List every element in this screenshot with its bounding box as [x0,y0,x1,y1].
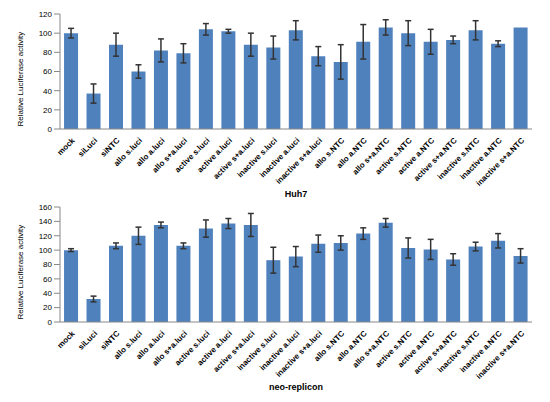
svg-text:80: 80 [43,260,52,269]
svg-text:allo s.NTC: allo s.NTC [312,329,347,364]
svg-text:active a.luci: active a.luci [195,136,234,175]
svg-text:active s.NTC: active s.NTC [373,329,414,370]
svg-text:0: 0 [48,125,53,134]
svg-text:active a.luci: active a.luci [195,329,234,368]
svg-text:inactive s+a.NTC: inactive s+a.NTC [474,136,526,188]
svg-text:mock: mock [56,136,78,158]
svg-text:siLuci: siLuci [76,136,99,159]
svg-text:active s.NTC: active s.NTC [373,136,414,177]
svg-text:160: 160 [39,203,53,212]
svg-text:mock: mock [56,329,78,351]
svg-text:allo a.NTC: allo a.NTC [334,329,369,364]
svg-text:active s+a.luci: active s+a.luci [211,136,257,181]
svg-text:40: 40 [43,87,52,96]
svg-text:active s+a.luci: active s+a.luci [211,329,257,374]
svg-text:active a.NTC: active a.NTC [396,329,437,370]
svg-text:120: 120 [39,10,53,19]
svg-text:inactive a.luci: inactive a.luci [258,136,302,180]
svg-text:Relative Luciferase activity: Relative Luciferase activity [16,225,25,320]
svg-text:100: 100 [39,246,53,255]
svg-text:140: 140 [39,217,53,226]
svg-text:inactive s.NTC: inactive s.NTC [435,136,482,182]
svg-text:allo s+a.luci: allo s+a.luci [150,136,189,175]
svg-text:120: 120 [39,232,53,241]
svg-text:60: 60 [43,67,52,76]
svg-text:60: 60 [43,275,52,284]
svg-text:inactive s+a.luci: inactive s+a.luci [274,136,324,186]
svg-text:40: 40 [43,289,52,298]
svg-text:allo s+a.luci: allo s+a.luci [150,329,189,368]
svg-text:allo s.luci: allo s.luci [111,136,145,169]
svg-text:inactive s.NTC: inactive s.NTC [435,329,482,375]
svg-text:allo a.luci: allo a.luci [134,329,167,362]
svg-text:20: 20 [43,303,52,312]
svg-text:allo a.luci: allo a.luci [134,136,167,169]
svg-text:inactive s.luci: inactive s.luci [235,136,279,180]
svg-text:80: 80 [43,48,52,57]
svg-text:inactive a.NTC: inactive a.NTC [458,136,504,182]
svg-text:Huh7: Huh7 [285,189,308,199]
svg-text:active s.luci: active s.luci [173,136,212,175]
svg-text:20: 20 [43,106,52,115]
svg-text:0: 0 [48,318,53,327]
svg-text:inactive a.luci: inactive a.luci [258,329,302,373]
svg-text:allo s.NTC: allo s.NTC [312,136,347,171]
svg-text:inactive s.luci: inactive s.luci [235,329,279,373]
svg-text:inactive a.NTC: inactive a.NTC [458,329,504,375]
svg-text:allo s+a.NTC: allo s+a.NTC [350,329,392,370]
svg-text:active s+a.NTC: active s+a.NTC [412,329,459,376]
svg-text:100: 100 [39,29,53,38]
svg-text:allo s+a.NTC: allo s+a.NTC [350,136,392,177]
svg-text:siLuci: siLuci [76,329,99,352]
svg-text:active a.NTC: active a.NTC [396,136,437,177]
svg-text:siNTC: siNTC [98,136,122,159]
svg-text:active s+a.NTC: active s+a.NTC [412,136,459,183]
svg-text:allo a.NTC: allo a.NTC [334,136,369,171]
svg-text:Relative Luciferase activity: Relative Luciferase activity [16,32,25,127]
svg-text:siNTC: siNTC [98,329,122,352]
svg-text:neo-replicon: neo-replicon [269,382,323,392]
svg-text:allo s.luci: allo s.luci [111,329,145,362]
svg-text:inactive s+a.luci: inactive s+a.luci [274,329,324,379]
svg-text:active s.luci: active s.luci [173,329,212,368]
svg-text:inactive s+a.NTC: inactive s+a.NTC [474,329,526,381]
